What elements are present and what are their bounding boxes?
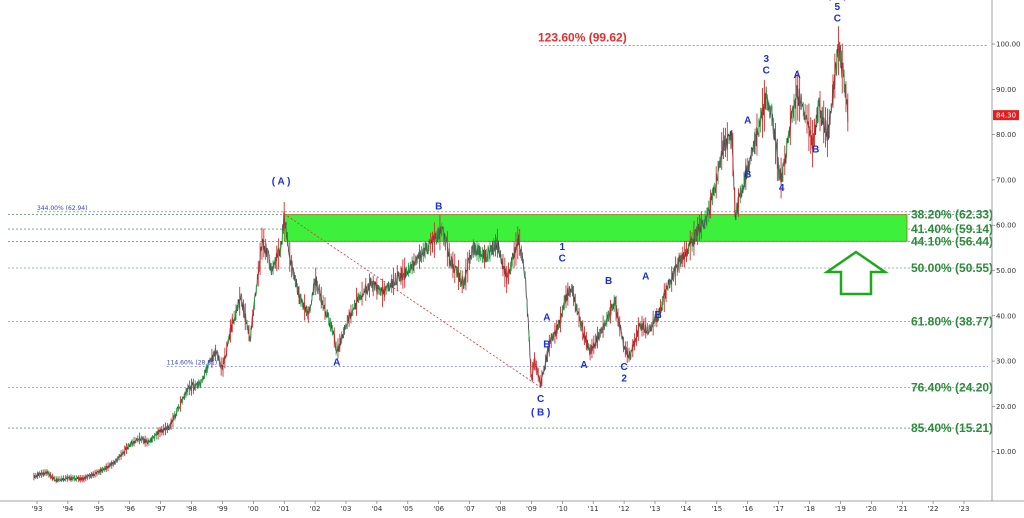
x-tick-label: '11 (588, 505, 599, 513)
wave-label: B (543, 340, 550, 351)
fib-level-label: 85.40% (15.21) (911, 421, 993, 435)
x-tick-label: '04 (371, 505, 382, 513)
last-price-label: 84.30 (996, 112, 1016, 120)
wave-label: 1 (560, 242, 566, 253)
y-tick-label: 20.00 (996, 403, 1016, 411)
x-tick-label: '23 (959, 505, 970, 513)
y-tick-label: 90.00 (996, 86, 1016, 94)
x-tick-label: '16 (742, 505, 753, 513)
y-tick-label: 80.00 (996, 131, 1016, 139)
y-tick-label: 10.00 (996, 448, 1016, 456)
wave-label: B (605, 276, 612, 287)
support-zone (283, 214, 908, 242)
extension-label: 114.60% (28.81) (167, 359, 217, 366)
x-tick-label: '21 (897, 505, 908, 513)
y-tick-label: 60.00 (996, 222, 1016, 230)
x-tick-label: '19 (835, 505, 846, 513)
x-tick-label: '14 (680, 505, 691, 513)
wave-label: C (763, 65, 770, 76)
x-tick-label: '95 (93, 505, 104, 513)
fib-level-label: 38.20% (62.33) (911, 208, 993, 222)
y-tick-label: 100.00 (996, 41, 1021, 49)
wave-label: A (794, 70, 801, 81)
x-tick-label: '09 (526, 505, 537, 513)
fib-level-label: 44.10% (56.44) (911, 234, 993, 248)
wave-label: 3 (763, 54, 769, 65)
last-price-box (993, 110, 1019, 121)
x-tick-label: '05 (402, 505, 413, 513)
price-series (33, 26, 849, 484)
x-tick-label: '96 (124, 505, 135, 513)
wave-label: B (812, 145, 819, 156)
wave-label: ( B ) (531, 407, 550, 418)
x-axis-ticks: '93 '94 '95 '96 '97 '98 '99 '00 '01 '02 '03 '04 '05 '… (32, 501, 970, 513)
x-tick-label: '12 (619, 505, 630, 513)
wave-label: C (559, 253, 566, 264)
x-tick-label: '02 (310, 505, 321, 513)
wave-label: C (620, 362, 627, 373)
fib-level-label: 41.40% (59.14) (911, 222, 993, 236)
x-tick-label: '08 (495, 505, 506, 513)
wave-label: C (834, 13, 841, 24)
y-axis-ticks: 10.00 20.00 30.00 40.00 50.00 60.00 70.00 80.00… (992, 41, 1021, 456)
wave-label: A (580, 360, 587, 371)
x-tick-label: '98 (186, 505, 197, 513)
x-tick-label: '00 (248, 505, 259, 513)
wave-label: A (543, 312, 550, 323)
x-tick-label: '10 (557, 505, 568, 513)
wave-label: ( C ) (828, 0, 847, 2)
y-tick-label: 30.00 (996, 358, 1016, 366)
fibonacci-labels: 38.20% (62.33)41.40% (59.14)44.10% (56.4… (37, 31, 993, 435)
wave-label: ( A ) (272, 176, 291, 187)
fib-level-label: 61.80% (38.77) (911, 314, 993, 328)
x-tick-label: '15 (711, 505, 722, 513)
x-tick-label: '22 (928, 505, 939, 513)
x-tick-label: '18 (804, 505, 815, 513)
wave-label: C (537, 394, 544, 405)
x-tick-label: '07 (464, 505, 475, 513)
fib-level-label: 50.00% (50.55) (911, 261, 993, 275)
wave-label: B (654, 310, 661, 321)
top-level-label: 123.60% (99.62) (538, 31, 627, 45)
x-tick-label: '99 (217, 505, 228, 513)
wave-label: 2 (621, 373, 627, 384)
x-tick-label: '17 (773, 505, 784, 513)
y-tick-label: 70.00 (996, 176, 1016, 184)
y-tick-label: 40.00 (996, 312, 1016, 320)
x-tick-label: '01 (279, 505, 290, 513)
x-tick-label: '20 (866, 505, 877, 513)
x-tick-label: '94 (62, 505, 73, 513)
x-tick-label: '97 (155, 505, 166, 513)
x-tick-label: '13 (650, 505, 661, 513)
wave-label: 5 (835, 2, 841, 13)
y-tick-label: 50.00 (996, 267, 1016, 275)
wave-label: A (642, 272, 649, 283)
last-price-tag: 84.30 (993, 110, 1019, 121)
wave-label: A (333, 358, 340, 369)
x-tick-label: '06 (433, 505, 444, 513)
extension-label: 344.00% (62.94) (37, 205, 87, 212)
fib-level-label: 76.40% (24.20) (911, 380, 993, 394)
wave-label: 4 (779, 183, 785, 194)
up-arrow-icon (822, 250, 890, 296)
wave-label: A (744, 115, 751, 126)
wave-label: B (744, 170, 751, 181)
x-tick-label: '93 (32, 505, 43, 513)
x-tick-label: '03 (341, 505, 352, 513)
wave-label: B (435, 201, 442, 212)
